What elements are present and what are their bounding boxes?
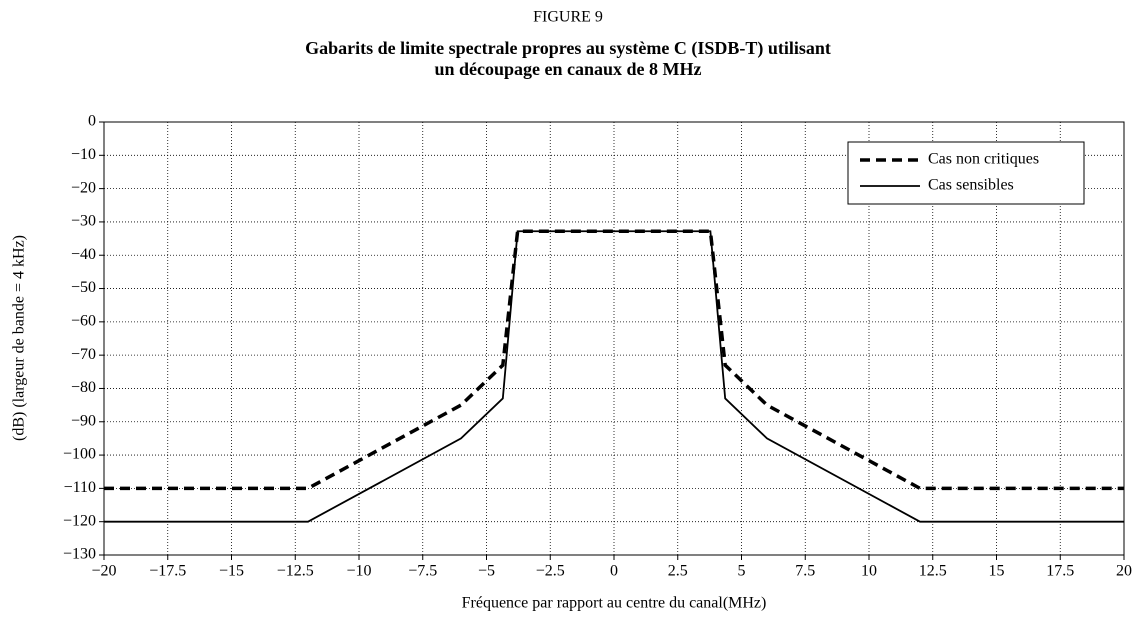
y-tick-label: −40 bbox=[71, 246, 96, 263]
y-tick-label: −60 bbox=[71, 313, 96, 330]
x-axis-label: Fréquence par rapport au centre du canal… bbox=[462, 595, 767, 612]
y-axis-label: (dB) (largeur de bande = 4 kHz) bbox=[11, 235, 28, 441]
x-tick-label: 0 bbox=[610, 563, 618, 580]
y-tick-label: −90 bbox=[71, 412, 96, 429]
x-tick-label: 12.5 bbox=[919, 563, 947, 580]
series-line bbox=[104, 229, 1124, 491]
y-tick-label: −120 bbox=[63, 512, 96, 529]
x-tick-label: 7.5 bbox=[795, 563, 815, 580]
x-tick-label: −12.5 bbox=[277, 563, 314, 580]
chart-title: un découpage en canaux de 8 MHz bbox=[434, 59, 701, 79]
legend-label: Cas sensibles bbox=[928, 177, 1014, 194]
x-tick-label: −2.5 bbox=[536, 563, 565, 580]
legend-label: Cas non critiques bbox=[928, 151, 1039, 168]
y-tick-label: −130 bbox=[63, 546, 96, 563]
figure-label: FIGURE 9 bbox=[533, 9, 603, 26]
legend-box bbox=[847, 141, 1085, 205]
x-tick-label: −20 bbox=[91, 563, 116, 580]
y-tick-label: −80 bbox=[71, 379, 96, 396]
x-tick-label: 20 bbox=[1116, 563, 1132, 580]
x-tick-label: −17.5 bbox=[149, 563, 186, 580]
x-tick-label: 17.5 bbox=[1046, 563, 1074, 580]
plot-frame bbox=[103, 121, 1125, 556]
x-tick-label: 5 bbox=[738, 563, 746, 580]
x-tick-label: 10 bbox=[861, 563, 877, 580]
x-tick-label: 2.5 bbox=[668, 563, 688, 580]
series-line bbox=[104, 230, 1124, 523]
x-tick-label: −10 bbox=[346, 563, 371, 580]
y-tick-label: −100 bbox=[63, 446, 96, 463]
y-tick-label: −30 bbox=[71, 213, 96, 230]
y-tick-label: −70 bbox=[71, 346, 96, 363]
x-tick-label: −5 bbox=[478, 563, 495, 580]
chart-title: Gabarits de limite spectrale propres au … bbox=[305, 38, 831, 59]
x-tick-label: −7.5 bbox=[408, 563, 437, 580]
x-tick-label: −15 bbox=[219, 563, 244, 580]
x-tick-label: 15 bbox=[989, 563, 1005, 580]
y-tick-label: −110 bbox=[64, 479, 96, 496]
y-tick-label: −20 bbox=[71, 179, 96, 196]
y-tick-label: −10 bbox=[71, 146, 96, 163]
y-tick-label: −50 bbox=[71, 279, 96, 296]
y-tick-label: 0 bbox=[88, 113, 96, 130]
